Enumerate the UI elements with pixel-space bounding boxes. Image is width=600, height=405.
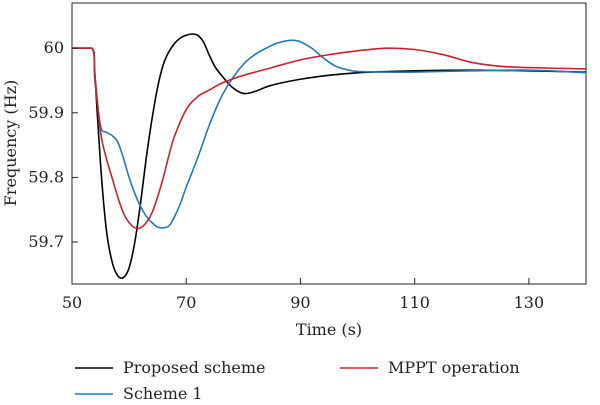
y-tick-label: 59.8 — [28, 167, 64, 186]
series-line-3 — [72, 47, 587, 230]
x-axis-title: Time (s) — [296, 320, 362, 339]
legend-label-3: MPPT operation — [388, 358, 520, 377]
legend: Proposed scheme Scheme 1 MPPT operation — [75, 358, 520, 403]
y-tick-label: 59.7 — [28, 232, 64, 251]
y-tick-label: 59.9 — [28, 103, 64, 122]
x-tick-label: 90 — [290, 293, 310, 312]
x-tick-label: 110 — [399, 293, 430, 312]
x-tick-label: 70 — [176, 293, 196, 312]
plot-frame — [71, 2, 587, 285]
plot-area: 50 70 90 110 130 59.7 59.8 59.9 60 — [28, 2, 587, 312]
x-tick-label: 130 — [514, 293, 545, 312]
series-line-1 — [72, 33, 587, 280]
ticks-layer: 50 70 90 110 130 59.7 59.8 59.9 60 — [28, 38, 544, 312]
x-tick-label: 50 — [62, 293, 82, 312]
legend-label-1: Proposed scheme — [123, 358, 266, 377]
series-line-2 — [72, 39, 587, 229]
legend-label-2: Scheme 1 — [123, 384, 203, 403]
series-layer — [72, 33, 587, 280]
y-tick-label: 60 — [44, 38, 64, 57]
y-axis-title: Frequency (Hz) — [1, 80, 20, 207]
